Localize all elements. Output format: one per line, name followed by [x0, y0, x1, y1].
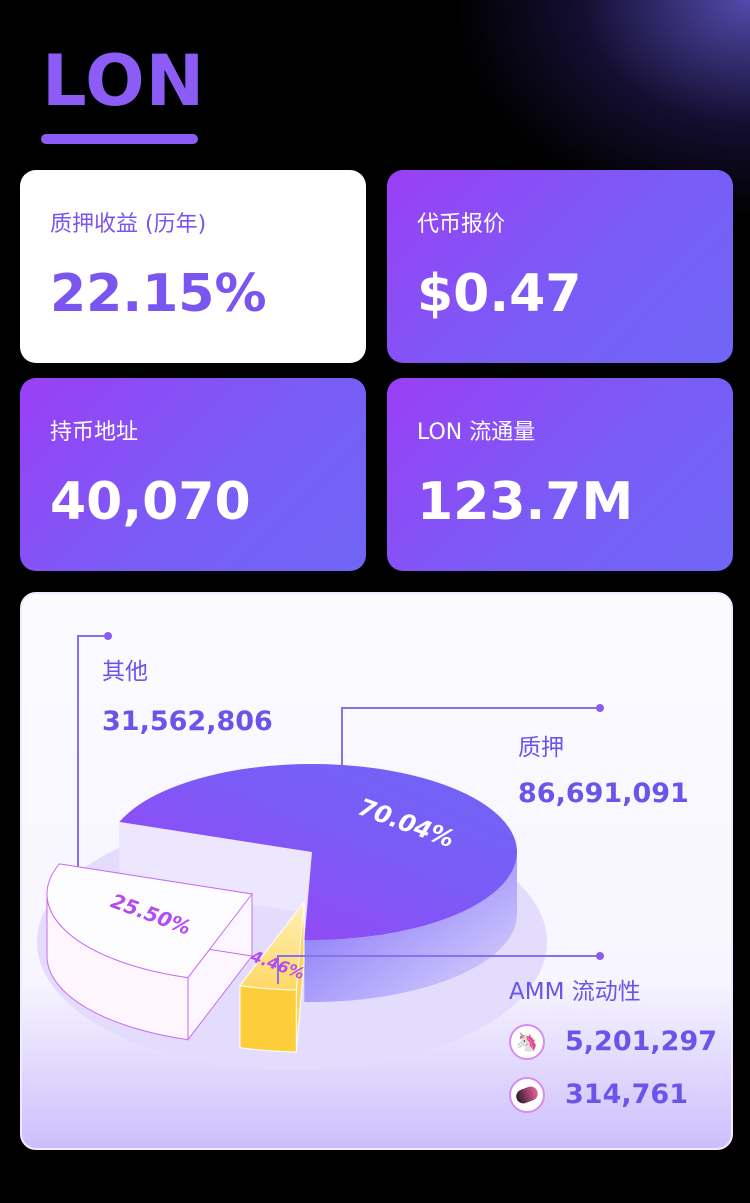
- staking-value: 86,691,091: [518, 778, 689, 809]
- distribution-chart: 70.04% 25.50% 4.46% 其他 31,562,806 质押 86,69…: [20, 592, 733, 1150]
- staking-callout-line: [341, 707, 600, 774]
- other-label: 其他: [102, 659, 148, 685]
- circulating-supply-card: LON 流通量 123.7M: [387, 378, 733, 571]
- pie-chart-svg: 70.04%25.50%4.46%: [37, 632, 604, 1070]
- staking-label: 质押: [518, 735, 564, 761]
- slice-wall-质押: [304, 852, 517, 1002]
- token-price-card: 代币报价 $0.47: [387, 170, 733, 363]
- amm-label: AMM 流动性: [509, 979, 641, 1005]
- pie-slice-staking: [119, 764, 518, 940]
- other-value: 31,562,806: [102, 706, 273, 737]
- title-underline: [41, 134, 198, 144]
- card-label: LON 流通量: [417, 420, 536, 445]
- card-value: 40,070: [50, 472, 251, 532]
- page-title: LON: [42, 40, 206, 122]
- card-value: $0.47: [417, 264, 582, 324]
- card-label: 持币地址: [50, 420, 139, 445]
- amm-callout-dot: [596, 952, 604, 960]
- staking-callout-dot: [596, 704, 604, 712]
- sushiswap-icon: [509, 1077, 545, 1113]
- sushiswap-value: 314,761: [565, 1079, 688, 1110]
- card-label: 代币报价: [417, 212, 506, 237]
- card-label: 质押收益 (历年): [50, 212, 207, 237]
- amm-callout-line: [277, 955, 600, 984]
- card-value: 22.15%: [50, 264, 267, 324]
- slice-wall-AMM 流动性: [239, 985, 297, 1053]
- uniswap-value: 5,201,297: [565, 1026, 718, 1057]
- uniswap-icon: 🦄: [509, 1024, 545, 1060]
- staking-yield-card: 质押收益 (历年) 22.15%: [20, 170, 366, 363]
- card-value: 123.7M: [417, 472, 634, 532]
- pie-slice-amm: [239, 900, 305, 991]
- pie-slice-other: [46, 863, 253, 979]
- holders-card: 持币地址 40,070: [20, 378, 366, 571]
- other-callout-dot: [104, 632, 112, 640]
- other-callout-line: [77, 635, 108, 969]
